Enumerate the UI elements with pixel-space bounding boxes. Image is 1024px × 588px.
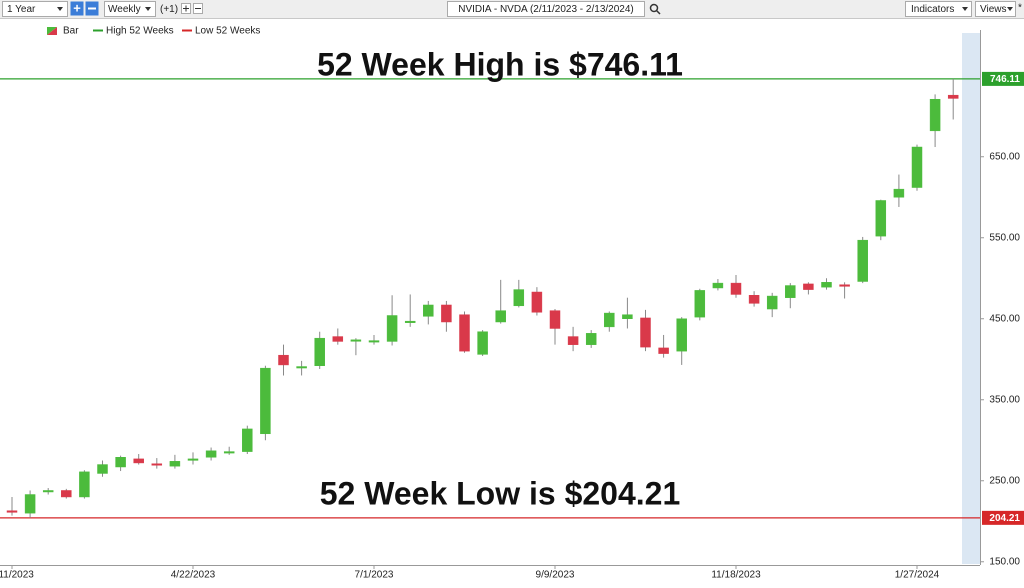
candle-body [61, 490, 72, 498]
chart-title: NVIDIA - NVDA (2/11/2023 - 2/13/2024) [458, 4, 633, 15]
candle-body [97, 464, 108, 474]
period-select[interactable] [2, 1, 68, 17]
candle-body [803, 283, 814, 290]
x-tick-label: 7/1/2023 [355, 570, 394, 581]
candle-body [929, 98, 941, 132]
candle-body [151, 463, 163, 466]
candle-body [658, 347, 669, 354]
candle-body [893, 188, 905, 198]
candle-body [712, 282, 724, 289]
value-label-box [982, 71, 1024, 86]
x-tick-label: 2/11/2023 [0, 570, 34, 581]
dropdown-arrow [57, 7, 63, 11]
value-label: 204.21 [989, 513, 1020, 524]
x-tick-label: 4/22/2023 [171, 570, 216, 581]
candle-body [115, 457, 126, 468]
search-icon[interactable] [649, 3, 659, 13]
dropdown-arrow [962, 7, 968, 11]
dropdown-arrow [145, 7, 151, 11]
candle-body [368, 340, 380, 343]
offset-text: (+1) [160, 4, 178, 15]
candle-body [531, 291, 543, 313]
views-text: Views [980, 4, 1007, 15]
y-tick-label: 550.00 [989, 232, 1020, 243]
candle-body [6, 510, 18, 513]
candle-body [169, 461, 181, 467]
annotation: 52 Week High is $746.11 [317, 46, 683, 82]
candle-body [133, 458, 144, 464]
candle-body [441, 304, 452, 323]
candle-body [640, 317, 651, 348]
candle-body [404, 320, 416, 323]
candle-body [947, 94, 959, 99]
candle-body [296, 366, 307, 369]
indicators-button[interactable] [905, 1, 972, 17]
candle-body [187, 458, 199, 461]
zoom-in-button[interactable] [70, 1, 84, 16]
future-area [962, 33, 980, 564]
candle-body [495, 310, 506, 323]
plus-icon [183, 5, 189, 12]
legend-label: Bar [63, 26, 79, 37]
candle-body [585, 333, 597, 345]
candle-body [423, 304, 434, 317]
candle-body [242, 428, 253, 452]
candle-body [857, 239, 868, 282]
y-tick-label: 650.00 [989, 151, 1020, 162]
candle-body [549, 310, 561, 329]
interval-text: Weekly [108, 4, 141, 15]
candle-body [459, 314, 470, 352]
candle-body [314, 337, 325, 366]
candle-body [567, 336, 579, 345]
interval-select[interactable] [104, 1, 156, 17]
candle-body [785, 285, 796, 298]
favorite-icon[interactable]: * [1018, 3, 1022, 14]
y-tick-label: 350.00 [989, 394, 1020, 405]
indicators-text: Indicators [911, 4, 954, 15]
candle-body [676, 318, 687, 352]
candle-body [622, 314, 633, 320]
legend-label: High 52 Weeks [106, 26, 174, 37]
candle-body [911, 146, 923, 188]
candle-body [205, 450, 217, 458]
candle-body [278, 354, 289, 366]
candle-body [730, 282, 742, 295]
y-tick-label: 450.00 [989, 313, 1020, 324]
plus-icon: + [73, 0, 81, 15]
candle-body [694, 290, 706, 318]
candle-body [821, 282, 832, 288]
candle-body [350, 339, 362, 342]
candle-body [839, 284, 850, 287]
candle-body [766, 295, 778, 310]
legend-icon [47, 27, 57, 35]
x-tick-label: 9/9/2023 [536, 570, 575, 581]
candle-body [748, 295, 760, 304]
legend-label: Low 52 Weeks [195, 26, 260, 37]
x-tick-label: 11/18/2023 [711, 570, 761, 581]
candle-body [42, 490, 54, 493]
symbol-box[interactable] [447, 1, 645, 17]
candle-body [332, 336, 344, 342]
views-button[interactable] [975, 1, 1016, 17]
candle-body [477, 331, 488, 355]
candle-body [513, 289, 525, 307]
annotation: 52 Week Low is $204.21 [320, 475, 681, 511]
candle-body [24, 494, 36, 514]
candle-body [79, 471, 90, 498]
dropdown-arrow [1007, 7, 1013, 11]
candle-body [604, 312, 615, 328]
x-tick-label: 1/27/2024 [895, 570, 940, 581]
candle-body [223, 451, 235, 454]
search-icon-handle [655, 9, 661, 15]
y-tick-label: 150.00 [989, 556, 1020, 567]
period-text: 1 Year [7, 4, 36, 15]
y-tick-label: 250.00 [989, 475, 1020, 486]
value-label-box [982, 510, 1024, 525]
candle-body [260, 367, 271, 435]
value-label: 746.11 [990, 74, 1020, 85]
candle-body [386, 315, 398, 342]
candle-body [875, 200, 887, 237]
